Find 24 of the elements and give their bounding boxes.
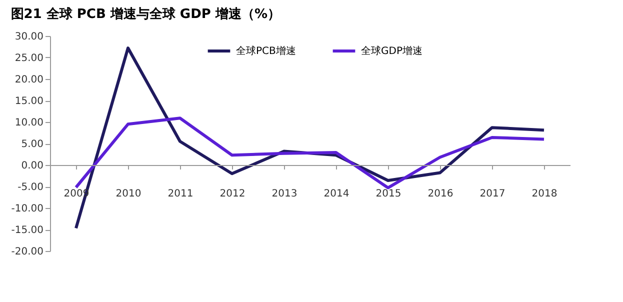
y-tick-label: 10.00 [14,118,44,128]
legend-label: 全球GDP增速 [361,45,422,57]
y-tick-label: -15.00 [11,225,44,236]
x-tick-label: 2012 [220,188,246,200]
y-tick-label: 25.00 [14,53,44,64]
line-series [74,116,546,190]
y-tick-label: 15.00 [14,96,44,107]
y-tick-label: -10.00 [11,204,44,214]
x-tick-label: 2018 [532,188,558,200]
x-tick-label: 2017 [480,188,506,200]
x-tick-label: 2011 [168,188,194,200]
y-tick-label: 5.00 [21,139,44,150]
x-tick-label: 2010 [116,188,142,200]
legend-label: 全球PCB增速 [236,45,296,57]
y-tick-label: -20.00 [11,246,44,258]
x-tick-label: 2016 [428,188,454,200]
y-tick-label: 0.00 [21,160,44,172]
x-tick-label: 2015 [376,188,402,200]
chart-title: 图21 全球 PCB 增速与全球 GDP 增速（%） [10,6,280,22]
x-tick-label: 2013 [272,188,298,200]
x-tick-label: 2014 [324,188,350,200]
y-tick-label: 30.00 [14,32,44,42]
y-tick-label: -5.00 [18,182,44,193]
y-tick-label: 20.00 [14,74,44,86]
